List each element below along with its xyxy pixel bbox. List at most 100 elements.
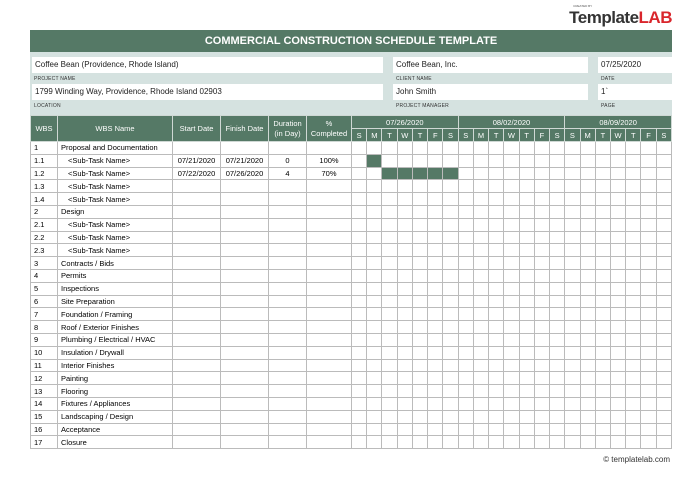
wbs-cell[interactable]: 16 — [30, 422, 58, 437]
gantt-cell[interactable] — [579, 384, 596, 398]
gantt-cell[interactable] — [381, 307, 398, 322]
gantt-cell[interactable] — [579, 166, 596, 181]
gantt-cell[interactable] — [564, 307, 581, 322]
gantt-cell[interactable] — [533, 435, 551, 450]
gantt-cell[interactable] — [366, 371, 383, 386]
gantt-cell[interactable] — [503, 294, 520, 309]
gantt-cell[interactable] — [579, 217, 596, 232]
gantt-cell[interactable] — [579, 307, 596, 322]
duration-cell[interactable] — [268, 320, 307, 334]
gantt-cell[interactable] — [549, 256, 566, 270]
gantt-cell[interactable] — [472, 307, 490, 322]
gantt-cell[interactable] — [442, 371, 459, 386]
gantt-cell[interactable] — [503, 332, 520, 347]
gantt-cell[interactable] — [518, 179, 535, 194]
gantt-cell[interactable] — [411, 268, 429, 283]
percent-completed-cell[interactable] — [306, 192, 352, 206]
duration-cell[interactable] — [268, 192, 307, 206]
gantt-cell[interactable] — [366, 422, 383, 437]
gantt-cell[interactable] — [381, 179, 398, 194]
gantt-cell[interactable] — [427, 422, 444, 437]
gantt-cell[interactable] — [518, 358, 535, 373]
gantt-cell[interactable] — [488, 435, 505, 450]
wbs-cell[interactable]: 2.3 — [30, 243, 58, 258]
gantt-cell[interactable] — [457, 141, 474, 155]
gantt-cell[interactable] — [518, 320, 535, 334]
gantt-cell[interactable] — [549, 358, 566, 373]
finish-date-cell[interactable] — [220, 217, 269, 232]
gantt-cell[interactable] — [533, 371, 551, 386]
gantt-cell[interactable] — [396, 243, 413, 258]
gantt-cell[interactable] — [427, 217, 444, 232]
gantt-cell[interactable] — [549, 307, 566, 322]
gantt-cell[interactable] — [625, 409, 642, 424]
gantt-cell[interactable] — [457, 371, 474, 386]
gantt-cell[interactable] — [457, 230, 474, 245]
gantt-cell[interactable] — [396, 256, 413, 270]
gantt-cell[interactable] — [503, 141, 520, 155]
gantt-cell[interactable] — [396, 409, 413, 424]
gantt-cell[interactable] — [579, 320, 596, 334]
percent-completed-cell[interactable] — [306, 409, 352, 424]
gantt-cell[interactable] — [625, 320, 642, 334]
percent-completed-cell[interactable] — [306, 294, 352, 309]
start-date-cell[interactable] — [172, 384, 221, 398]
gantt-cell[interactable] — [350, 332, 368, 347]
gantt-cell[interactable] — [625, 268, 642, 283]
project-manager-field[interactable]: John Smith — [393, 84, 588, 100]
gantt-cell[interactable] — [549, 268, 566, 283]
gantt-cell[interactable] — [488, 281, 505, 296]
wbs-name-cell[interactable]: <Sub-Task Name> — [57, 192, 173, 206]
gantt-cell[interactable] — [594, 141, 611, 155]
start-date-cell[interactable] — [172, 294, 221, 309]
gantt-cell[interactable] — [411, 217, 429, 232]
gantt-cell[interactable] — [533, 409, 551, 424]
gantt-cell[interactable] — [472, 332, 490, 347]
gantt-cell[interactable] — [366, 192, 383, 206]
gantt-cell[interactable] — [366, 307, 383, 322]
gantt-cell[interactable] — [594, 371, 611, 386]
gantt-cell[interactable] — [503, 166, 520, 181]
wbs-cell[interactable]: 9 — [30, 332, 58, 347]
gantt-cell[interactable] — [655, 345, 673, 360]
finish-date-cell[interactable] — [220, 192, 269, 206]
gantt-cell[interactable] — [640, 281, 657, 296]
percent-completed-cell[interactable] — [306, 141, 352, 155]
gantt-cell[interactable] — [533, 332, 551, 347]
start-date-cell[interactable]: 07/22/2020 — [172, 166, 221, 181]
gantt-cell[interactable] — [411, 230, 429, 245]
gantt-cell[interactable] — [396, 422, 413, 437]
percent-completed-cell[interactable] — [306, 204, 352, 219]
gantt-cell[interactable] — [350, 217, 368, 232]
gantt-cell[interactable] — [518, 230, 535, 245]
gantt-cell[interactable] — [488, 422, 505, 437]
wbs-cell[interactable]: 7 — [30, 307, 58, 322]
finish-date-cell[interactable] — [220, 396, 269, 411]
percent-completed-cell[interactable] — [306, 320, 352, 334]
gantt-cell[interactable] — [472, 435, 490, 450]
gantt-cell[interactable] — [625, 294, 642, 309]
percent-completed-cell[interactable]: 100% — [306, 153, 352, 168]
wbs-name-cell[interactable]: Fixtures / Appliances — [57, 396, 173, 411]
gantt-cell[interactable] — [625, 256, 642, 270]
gantt-cell[interactable] — [609, 384, 627, 398]
gantt-cell[interactable] — [518, 307, 535, 322]
gantt-cell[interactable] — [488, 204, 505, 219]
wbs-name-cell[interactable]: Proposal and Documentation — [57, 141, 173, 155]
start-date-cell[interactable] — [172, 204, 221, 219]
gantt-cell[interactable] — [579, 332, 596, 347]
gantt-cell[interactable] — [625, 192, 642, 206]
finish-date-cell[interactable] — [220, 230, 269, 245]
percent-completed-cell[interactable] — [306, 422, 352, 437]
finish-date-cell[interactable] — [220, 204, 269, 219]
gantt-cell[interactable] — [411, 332, 429, 347]
gantt-cell[interactable] — [503, 435, 520, 450]
start-date-cell[interactable] — [172, 320, 221, 334]
start-date-cell[interactable] — [172, 396, 221, 411]
gantt-cell[interactable] — [564, 192, 581, 206]
gantt-cell[interactable] — [366, 384, 383, 398]
gantt-cell[interactable] — [381, 409, 398, 424]
wbs-cell[interactable]: 2 — [30, 204, 58, 219]
gantt-cell[interactable] — [366, 141, 383, 155]
gantt-cell[interactable] — [549, 243, 566, 258]
